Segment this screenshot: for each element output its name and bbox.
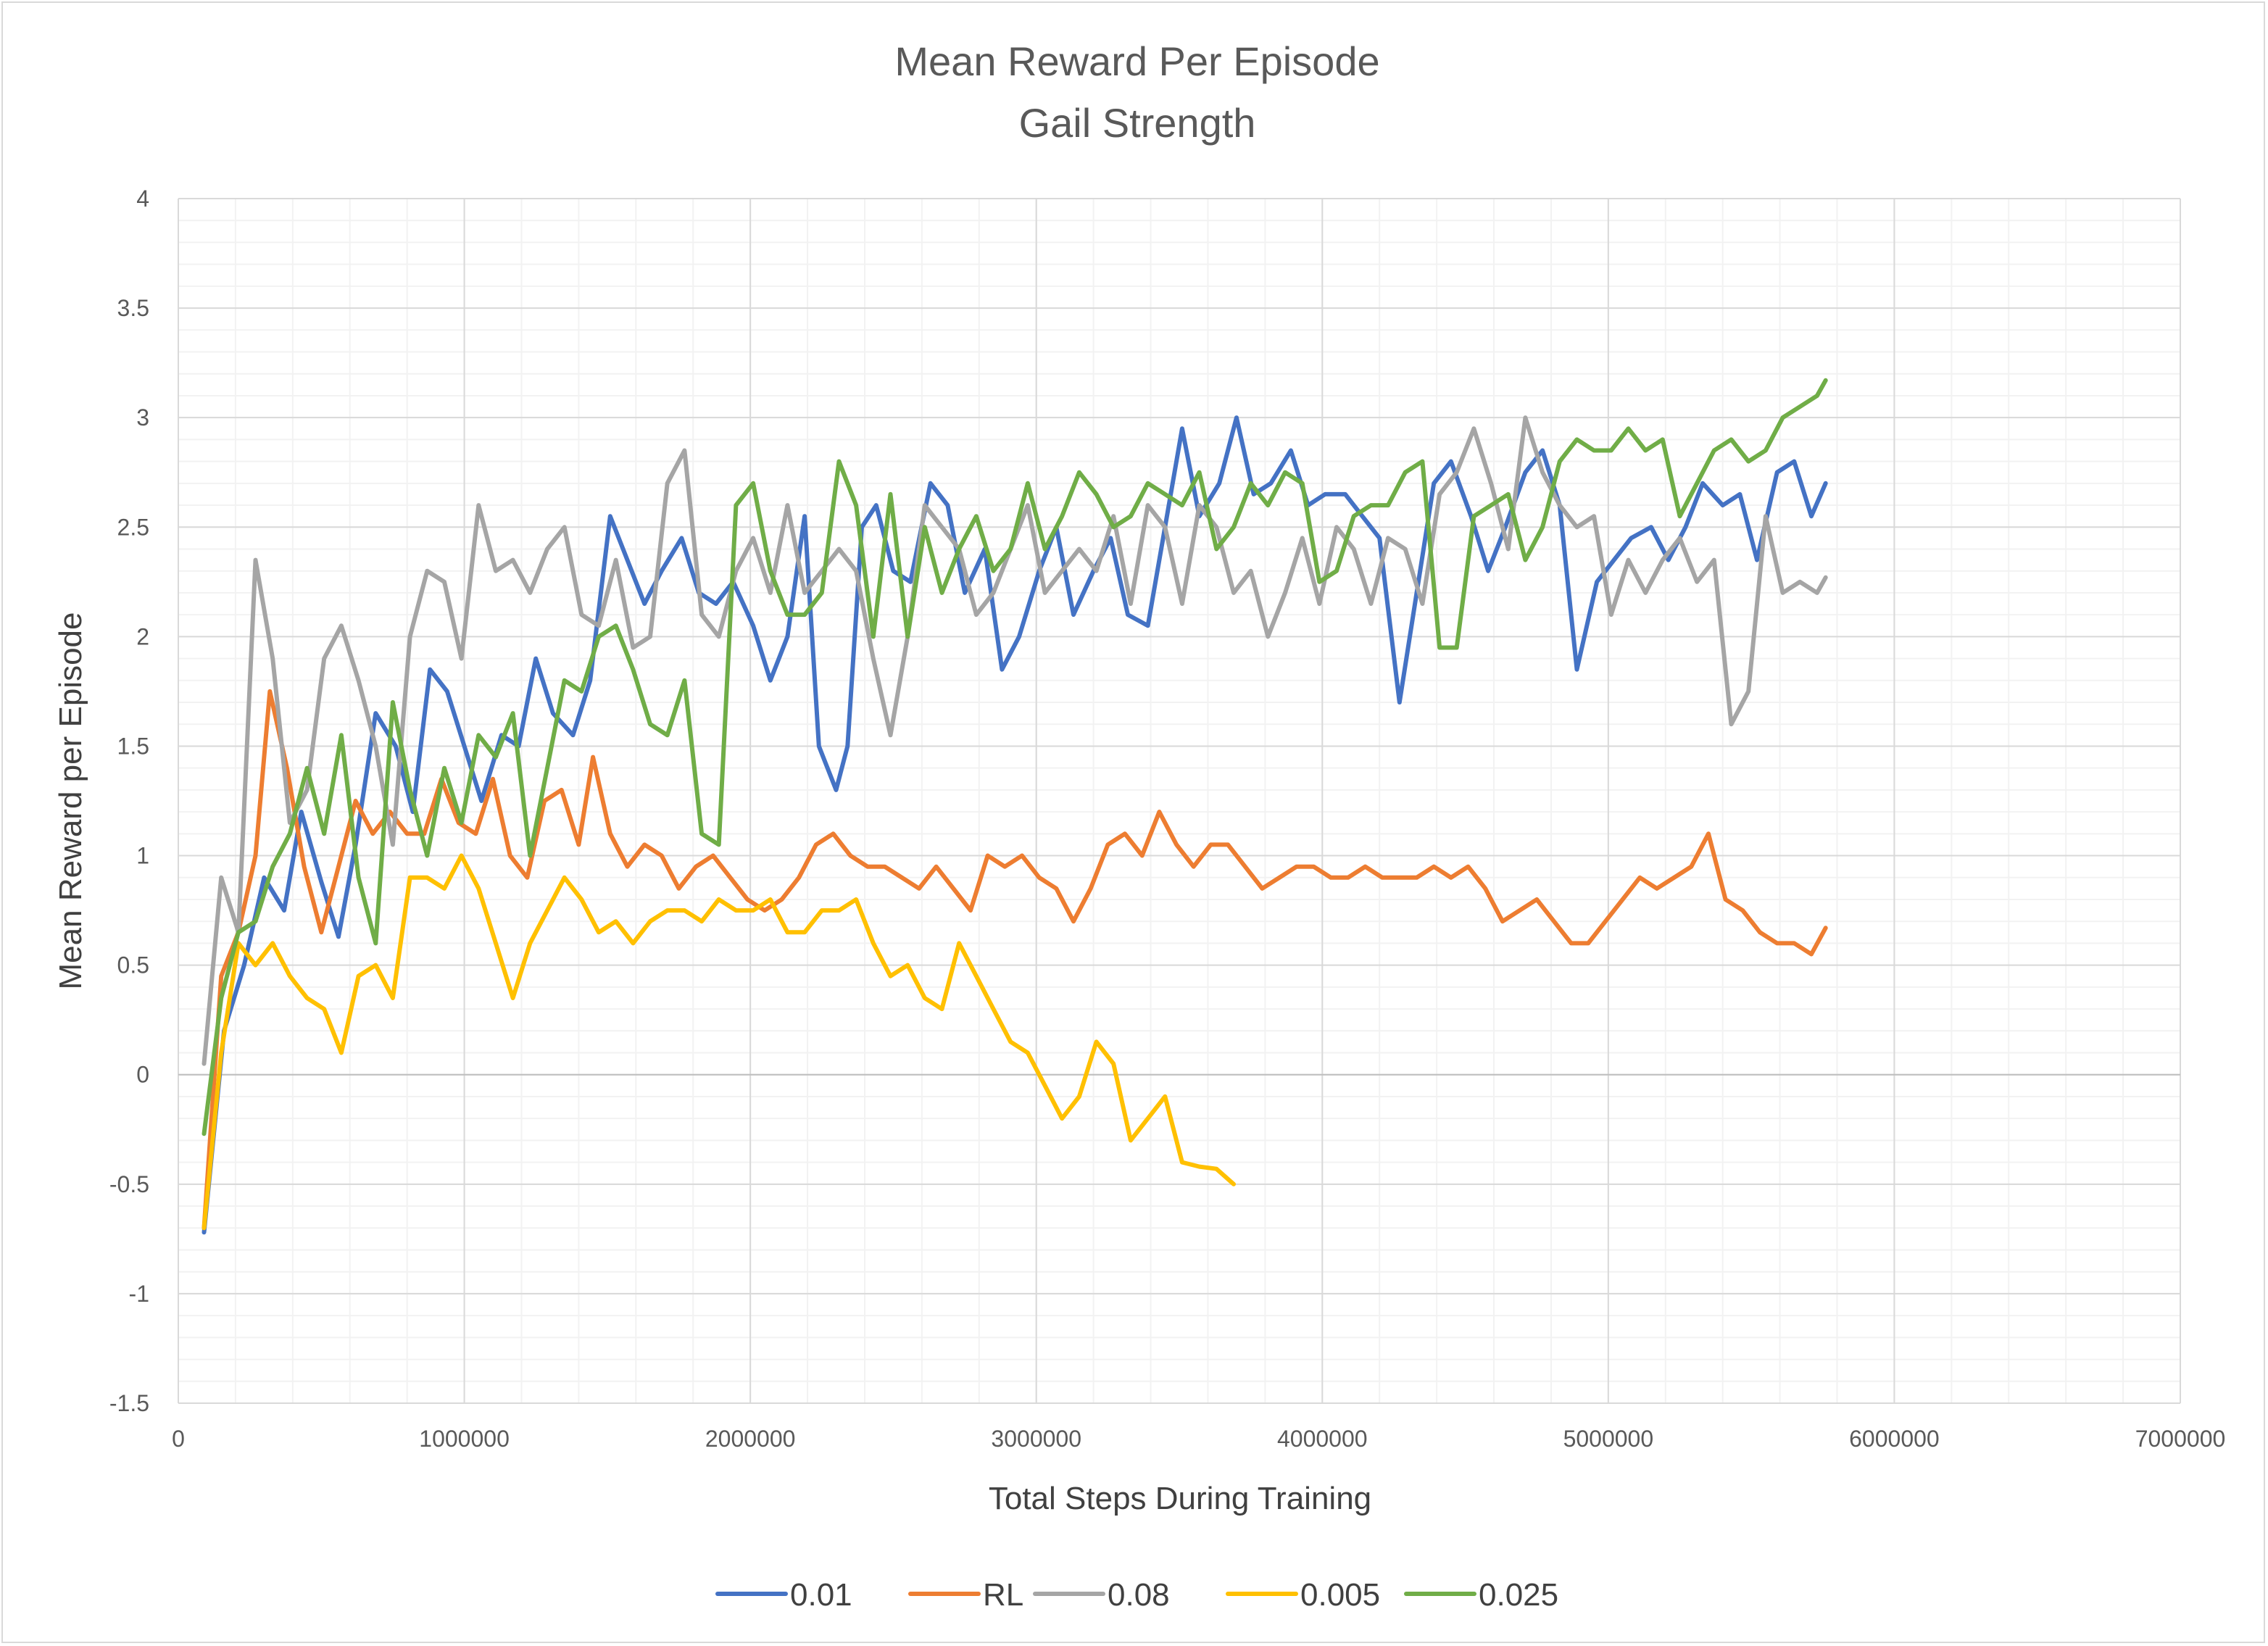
x-tick-label: 5000000 bbox=[1563, 1426, 1654, 1452]
series-line-0.005 bbox=[202, 853, 1236, 1231]
x-tick-label: 6000000 bbox=[1849, 1426, 1940, 1452]
y-tick-label: 3.5 bbox=[117, 295, 149, 321]
y-tick-label: -1.5 bbox=[109, 1390, 149, 1416]
y-tick-label: 4 bbox=[136, 186, 149, 212]
x-tick-label: 4000000 bbox=[1277, 1426, 1368, 1452]
legend-label: 0.025 bbox=[1479, 1577, 1558, 1613]
y-tick-label: 0.5 bbox=[117, 952, 149, 978]
series-line-RL bbox=[202, 689, 1828, 1231]
y-tick-label: 3 bbox=[136, 404, 149, 431]
series-line-0.025 bbox=[202, 378, 1828, 1136]
y-tick-label: 0 bbox=[136, 1062, 149, 1088]
legend-label: 0.08 bbox=[1108, 1577, 1170, 1613]
chart-subtitle: Gail Strength bbox=[1019, 100, 1256, 146]
x-tick-label: 1000000 bbox=[419, 1426, 510, 1452]
y-tick-label: 2 bbox=[136, 623, 149, 649]
x-tick-label: 0 bbox=[172, 1426, 185, 1452]
legend: 0.01 RL 0.08 0.005 0.025 bbox=[715, 1577, 1558, 1613]
x-axis-title: Total Steps During Training bbox=[989, 1481, 1371, 1516]
y-tick-label: -0.5 bbox=[109, 1171, 149, 1197]
x-tick-label: 7000000 bbox=[2135, 1426, 2226, 1452]
line-chart: Mean Reward Per Episode Gail Strength 0 1… bbox=[53, 38, 2225, 1613]
y-tick-label: 2.5 bbox=[117, 514, 149, 540]
y-tick-label: 1.5 bbox=[117, 733, 149, 759]
x-tick-label: 3000000 bbox=[991, 1426, 1081, 1452]
chart-title: Mean Reward Per Episode bbox=[894, 38, 1379, 84]
minor-gridlines bbox=[178, 198, 2181, 1404]
x-axis-tick-labels: 0 1000000 2000000 3000000 4000000 5000000 6000… bbox=[172, 1426, 2225, 1452]
y-tick-label: -1 bbox=[129, 1281, 149, 1307]
major-gridlines bbox=[178, 198, 2181, 1404]
y-axis-tick-labels: 4 3.5 3 2.5 2 1.5 1 0.5 0 -0.5 -1 -1.5 bbox=[109, 186, 149, 1416]
series-lines bbox=[202, 378, 1828, 1235]
y-axis-title: Mean Reward per Episode bbox=[53, 612, 88, 990]
legend-label: 0.005 bbox=[1300, 1577, 1380, 1613]
legend-label: RL bbox=[983, 1577, 1023, 1613]
series-line-0.08 bbox=[202, 415, 1828, 1066]
x-tick-label: 2000000 bbox=[705, 1426, 796, 1452]
legend-label: 0.01 bbox=[790, 1577, 852, 1613]
y-tick-label: 1 bbox=[136, 843, 149, 869]
